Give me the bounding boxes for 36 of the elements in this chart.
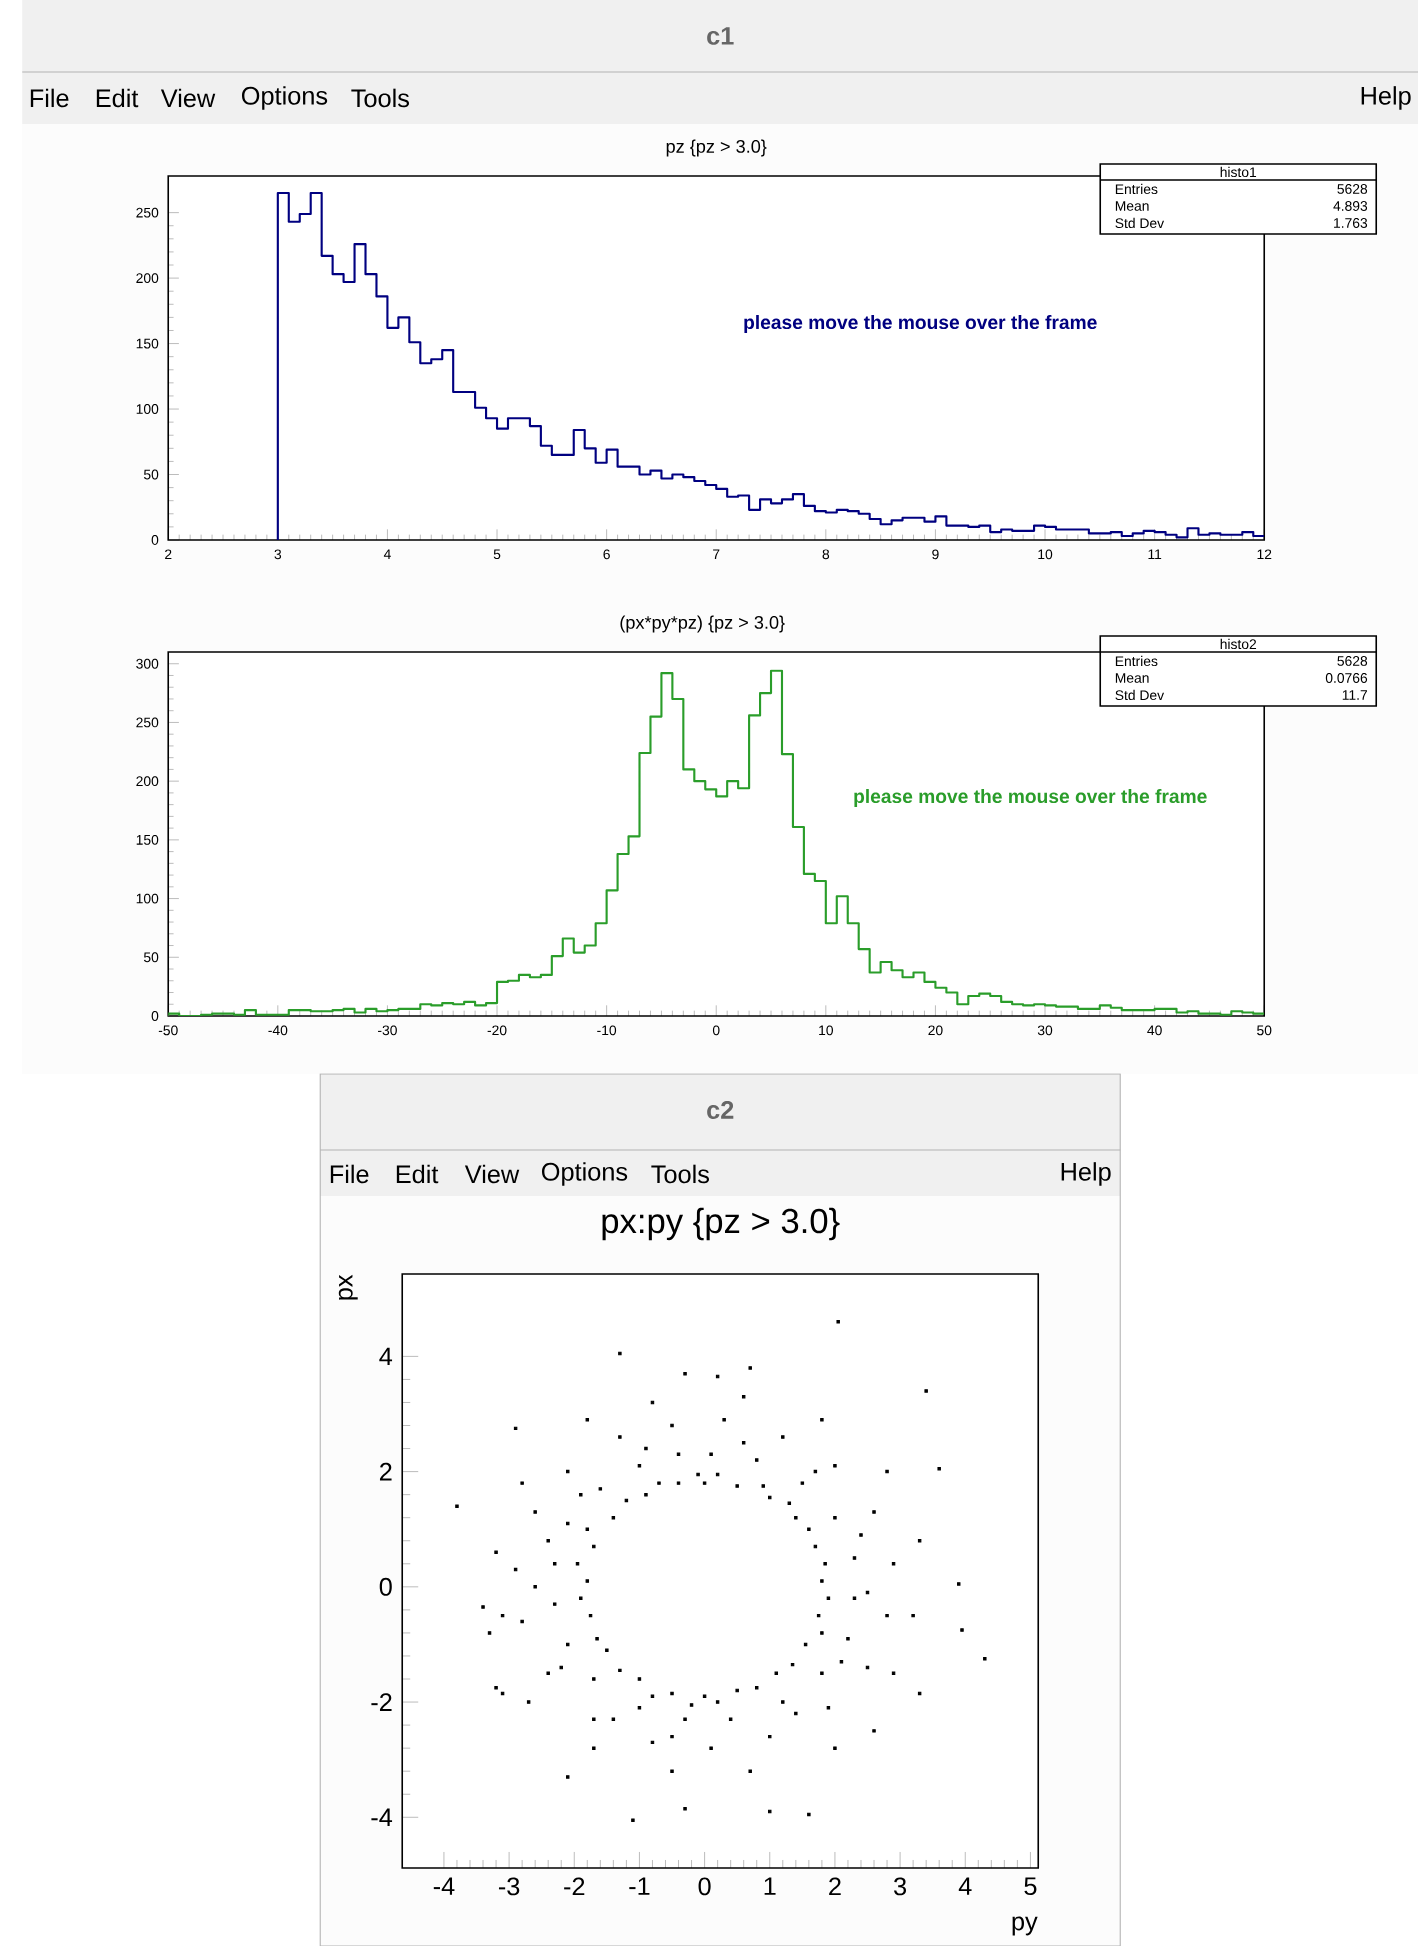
text: View <box>464 1164 520 1184</box>
y-tick-label: 0 <box>379 1577 392 1596</box>
x-tick-label: 1 <box>764 1877 776 1895</box>
x-tick-label: -3 <box>498 1877 520 1896</box>
text: Help <box>1361 86 1411 110</box>
text: Edit <box>96 88 139 108</box>
y-tick-label: -2 <box>371 1693 392 1711</box>
x-tick-label: 0 <box>698 1877 711 1896</box>
text: c1 <box>707 27 734 45</box>
x-axis-title: py <box>1012 1916 1038 1936</box>
text: Help <box>1061 1162 1111 1186</box>
x-tick-label: 5 <box>1024 1877 1037 1896</box>
text: Options <box>541 1162 628 1186</box>
text: c2 <box>707 1101 734 1119</box>
x-tick-label: -2 <box>564 1877 585 1896</box>
text: View <box>160 88 216 108</box>
text: Options <box>241 86 328 110</box>
text: Tools <box>351 88 409 108</box>
x-tick-label: -4 <box>433 1877 455 1895</box>
text: Edit <box>396 1164 439 1184</box>
x-tick-label: 2 <box>829 1877 841 1896</box>
annotation: please move the mouse over the frame <box>744 315 1097 333</box>
chart-title: px:py {pz > 3.0} <box>602 1207 840 1241</box>
x-tick-label: -1 <box>629 1877 650 1895</box>
y-tick-label: 4 <box>379 1347 392 1366</box>
y-tick-label: 2 <box>379 1462 392 1481</box>
x-tick-label: 4 <box>958 1877 972 1895</box>
chart-title: (px*py*pz) {pz > 3.0} <box>620 615 785 633</box>
chart-title: pz {pz > 3.0} <box>666 139 767 157</box>
y-axis-title: px <box>338 1274 358 1300</box>
annotation: please move the mouse over the frame <box>854 789 1207 807</box>
text: File <box>330 1164 369 1184</box>
text: Tools <box>651 1164 709 1184</box>
y-tick-label: -4 <box>371 1808 392 1826</box>
text: File <box>30 88 69 108</box>
x-tick-label: 3 <box>893 1877 906 1896</box>
